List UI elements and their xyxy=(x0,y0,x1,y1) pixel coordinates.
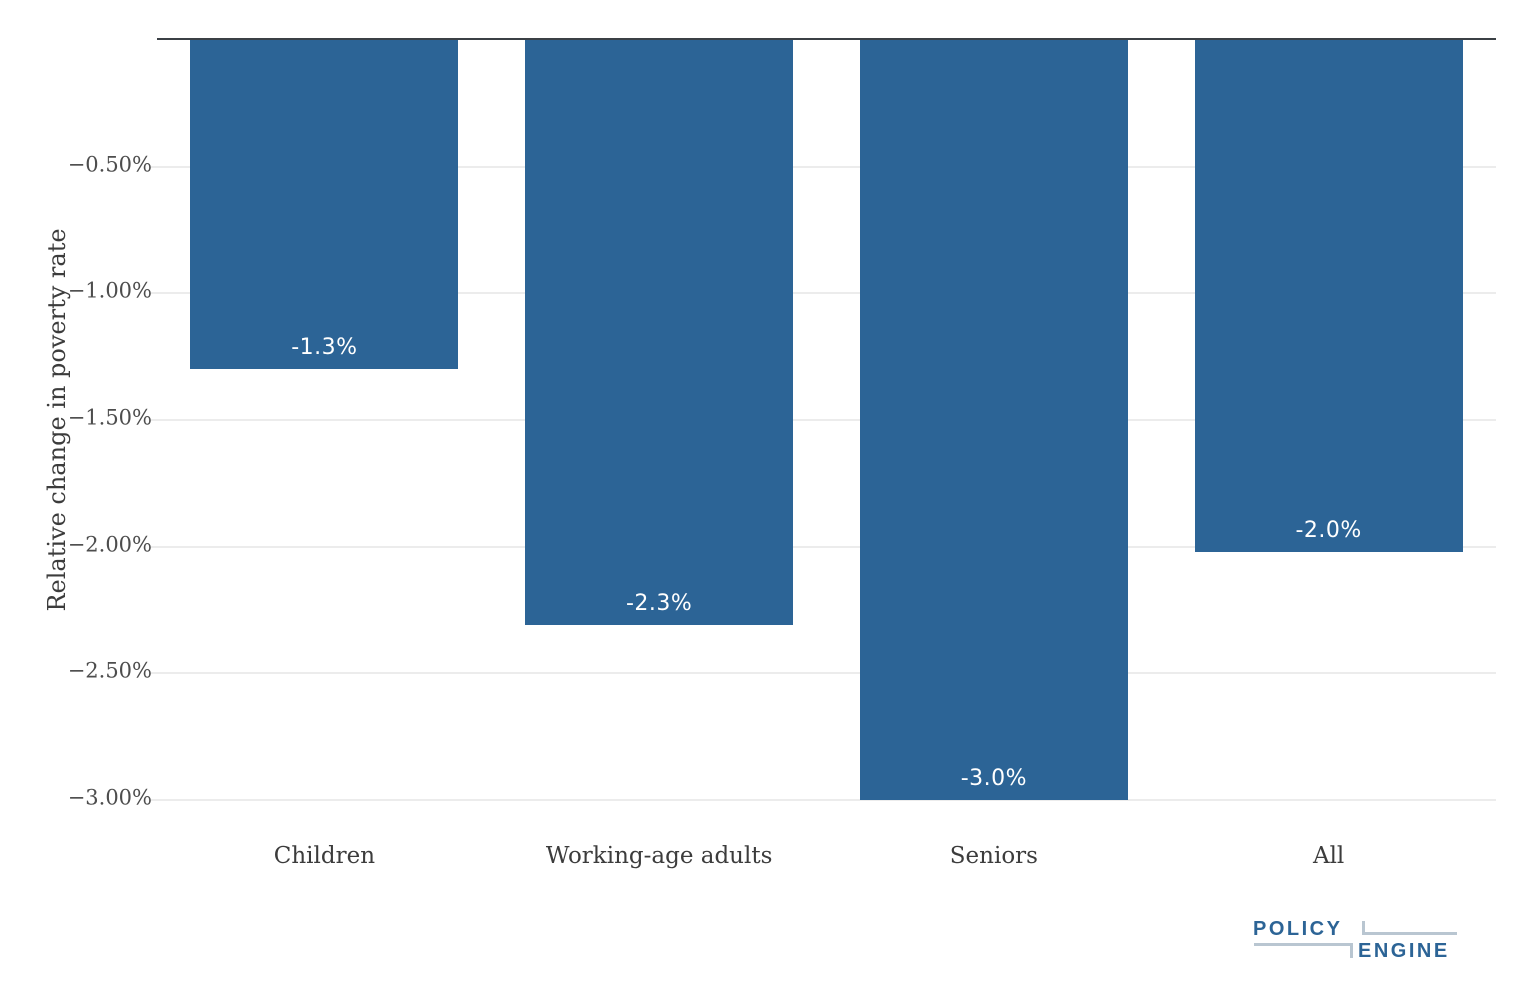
logo-top-bracket-shape xyxy=(1362,921,1457,935)
gridline xyxy=(151,545,1496,548)
x-category-label: All xyxy=(1312,843,1345,869)
y-tick-label: −2.00% xyxy=(67,532,152,557)
gridline xyxy=(151,292,1496,295)
x-category-label: Children xyxy=(273,843,376,869)
gridline xyxy=(151,672,1496,675)
bar-value-label: -2.3% xyxy=(625,591,693,617)
y-axis-tick-labels: −0.50% −1.00% −1.50% −2.00% −2.50% −3.00% xyxy=(0,38,152,808)
y-tick-label: −1.00% xyxy=(67,278,152,303)
policyengine-logo: POLICY ENGINE xyxy=(1253,914,1459,966)
y-tick-label: −0.50% xyxy=(67,152,152,177)
plot-area: -1.3% -2.3% -3.0% -2.0% xyxy=(151,38,1496,801)
gridline xyxy=(151,419,1496,421)
y-tick-label: −1.50% xyxy=(67,405,152,430)
bar-all[interactable]: -2.0% xyxy=(1194,40,1463,552)
x-category-label: Seniors xyxy=(949,843,1038,869)
bar-value-label: -1.3% xyxy=(291,335,358,361)
x-category-label: Working-age adults xyxy=(545,843,773,869)
bar-working-age-adults[interactable]: -2.3% xyxy=(525,40,794,626)
y-tick-label: −2.50% xyxy=(67,658,152,683)
bar-value-label: -3.0% xyxy=(960,766,1028,791)
gridline xyxy=(151,799,1496,801)
logo-engine-text: ENGINE xyxy=(1358,940,1450,962)
bar-seniors[interactable]: -3.0% xyxy=(859,40,1128,800)
logo-bottom-bracket-shape xyxy=(1254,943,1353,958)
bar-children[interactable]: -1.3% xyxy=(190,40,459,370)
y-tick-label: −3.00% xyxy=(67,785,152,810)
bar-value-label: -2.0% xyxy=(1295,517,1362,543)
gridline xyxy=(151,165,1496,168)
logo-policy-text: POLICY xyxy=(1253,918,1343,940)
